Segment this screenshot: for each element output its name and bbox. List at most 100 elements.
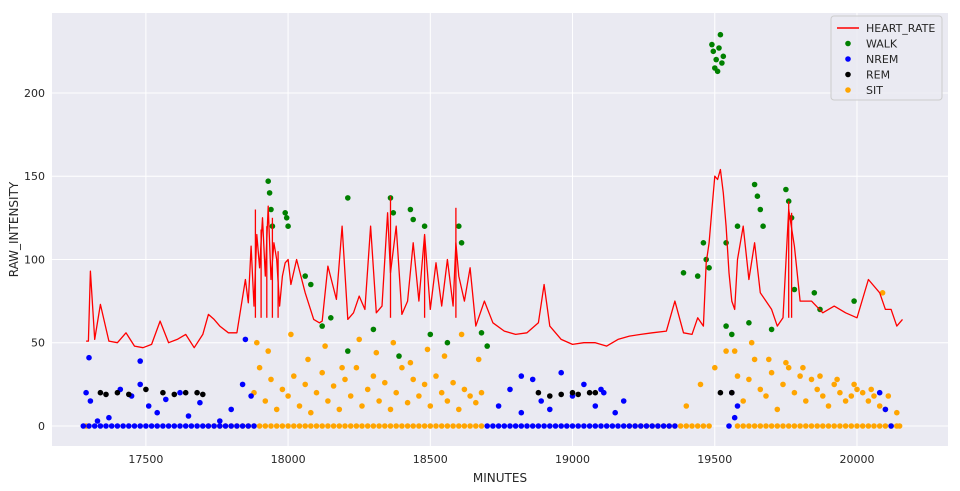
x-tick-label: 17500 — [128, 453, 163, 466]
point-nrem — [94, 418, 101, 424]
point-nrem — [620, 423, 627, 429]
point-sit — [268, 376, 274, 383]
point-rem — [97, 389, 104, 396]
point-sit — [763, 393, 769, 399]
point-rem — [547, 393, 553, 399]
point-sit — [342, 423, 348, 429]
point-sit — [416, 423, 422, 429]
point-nrem — [501, 423, 508, 429]
point-sit — [478, 389, 485, 396]
point-sit — [697, 381, 704, 388]
point-nrem — [188, 423, 195, 429]
point-sit — [831, 423, 837, 429]
point-nrem — [603, 423, 610, 429]
point-rem — [717, 389, 724, 396]
point-nrem — [612, 409, 618, 416]
point-sit — [820, 423, 826, 429]
point-nrem — [205, 423, 212, 429]
point-sit — [791, 389, 798, 396]
point-sit — [330, 423, 337, 429]
point-sit — [700, 423, 707, 429]
point-sit — [785, 423, 792, 429]
point-sit — [364, 386, 371, 393]
point-nrem — [185, 413, 192, 419]
point-nrem — [638, 423, 644, 429]
point-walk — [734, 223, 741, 229]
point-sit — [291, 373, 297, 379]
point-nrem — [666, 423, 672, 429]
point-nrem — [552, 423, 559, 429]
legend-item-nrem: NREM — [845, 53, 898, 66]
point-nrem — [137, 358, 143, 364]
point-sit — [262, 398, 269, 404]
point-sit — [342, 376, 348, 383]
point-rem — [103, 391, 109, 398]
point-sit — [308, 423, 314, 429]
point-sit — [768, 423, 775, 429]
point-nrem — [91, 423, 98, 429]
point-sit — [410, 376, 417, 383]
point-sit — [748, 339, 755, 346]
point-walk — [319, 323, 326, 329]
point-sit — [279, 423, 286, 429]
point-sit — [444, 423, 451, 429]
point-rem — [143, 386, 149, 393]
point-sit — [473, 423, 479, 429]
point-sit — [677, 423, 684, 429]
point-sit — [450, 423, 456, 429]
point-nrem — [106, 414, 112, 421]
point-sit — [797, 373, 803, 379]
point-nrem — [495, 403, 502, 409]
point-sit — [305, 356, 311, 363]
point-walk — [713, 56, 719, 63]
point-sit — [473, 399, 479, 406]
point-nrem — [558, 423, 564, 429]
point-sit — [359, 423, 365, 429]
point-nrem — [148, 423, 155, 429]
legend-label: REM — [866, 69, 890, 82]
point-nrem — [558, 369, 564, 376]
point-nrem — [592, 403, 599, 409]
point-sit — [458, 331, 465, 338]
x-tick-label: 20000 — [839, 453, 874, 466]
point-sit — [712, 364, 718, 371]
point-nrem — [217, 423, 223, 429]
point-sit — [859, 423, 866, 429]
point-walk — [308, 281, 314, 288]
point-sit — [424, 346, 431, 353]
point-nrem — [137, 423, 143, 429]
point-nrem — [529, 376, 536, 383]
point-sit — [347, 423, 354, 429]
point-nrem — [200, 423, 206, 429]
legend-item-walk: WALK — [845, 38, 898, 51]
point-sit — [475, 356, 482, 363]
point-sit — [683, 403, 690, 409]
point-nrem — [177, 423, 183, 429]
point-sit — [427, 403, 434, 409]
point-nrem — [586, 423, 593, 429]
point-sit — [393, 423, 400, 429]
point-walk — [783, 186, 789, 193]
point-rem — [126, 391, 132, 398]
point-walk — [407, 206, 414, 213]
x-axis-label: MINUTES — [473, 471, 527, 485]
legend-item-heart-rate: HEART_RATE — [837, 22, 935, 35]
point-sit — [313, 389, 320, 396]
point-walk — [345, 348, 351, 354]
legend-item-sit: SIT — [845, 84, 883, 97]
point-nrem — [239, 423, 246, 429]
point-walk — [444, 339, 451, 346]
point-sit — [364, 423, 371, 429]
point-walk — [700, 240, 707, 246]
point-sit — [879, 290, 886, 296]
point-nrem — [234, 423, 240, 429]
point-nrem — [507, 423, 513, 429]
point-sit — [356, 336, 363, 343]
point-nrem — [86, 354, 92, 361]
series-nrem — [80, 336, 894, 429]
point-sit — [814, 386, 820, 393]
point-walk — [427, 331, 434, 338]
point-nrem — [242, 336, 249, 343]
point-nrem — [154, 423, 160, 429]
point-nrem — [495, 423, 502, 429]
